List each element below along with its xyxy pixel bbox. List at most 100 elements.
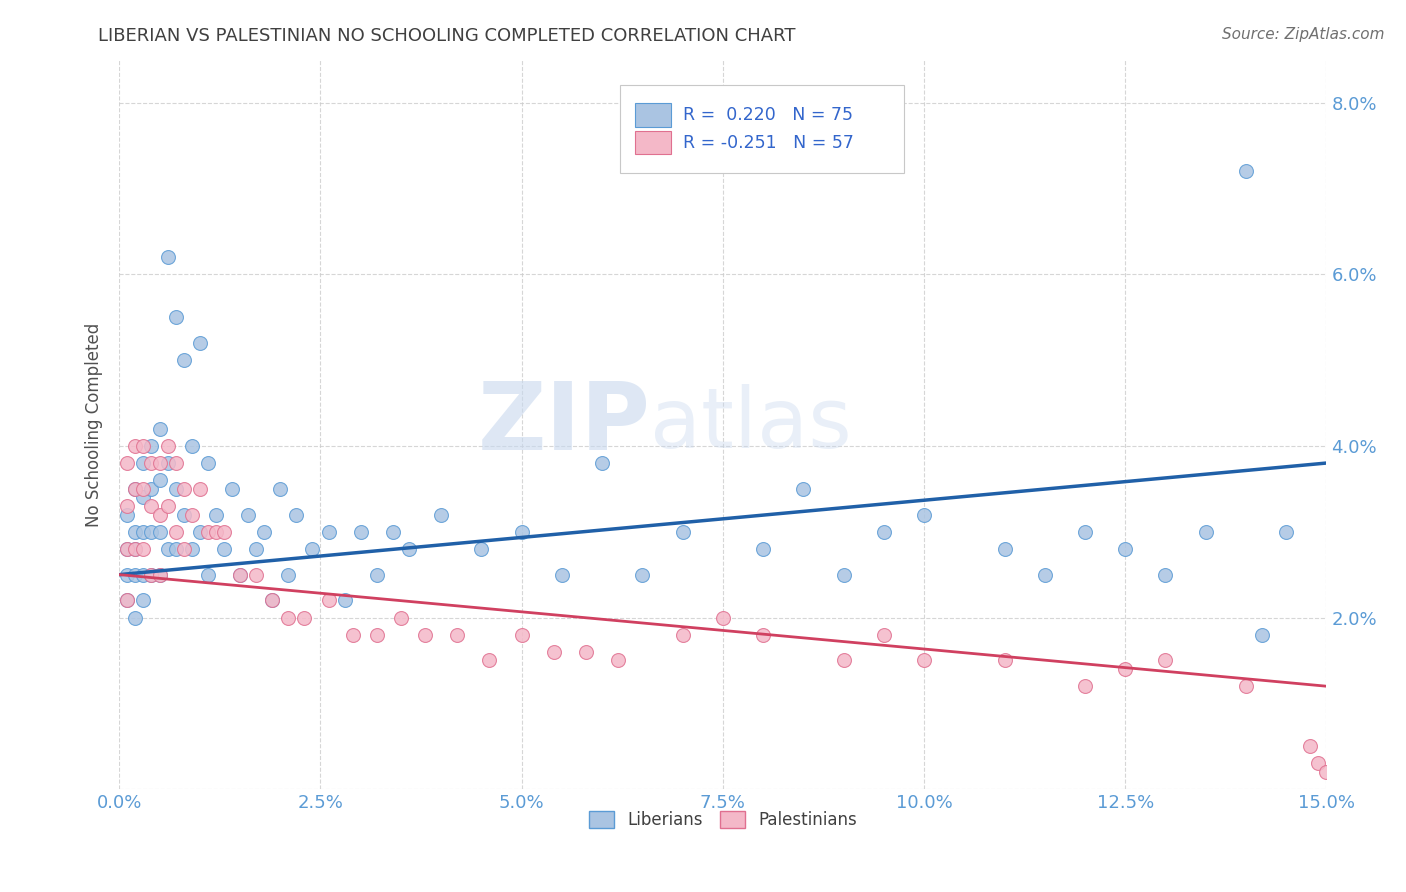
Point xyxy=(1074,524,1097,539)
Point xyxy=(350,524,373,539)
Point xyxy=(197,524,219,539)
Point xyxy=(752,541,775,556)
Point xyxy=(117,499,139,513)
Point xyxy=(132,482,155,496)
Point xyxy=(245,541,267,556)
Point xyxy=(156,541,179,556)
Point xyxy=(117,456,139,470)
Point xyxy=(124,439,146,453)
Point xyxy=(124,524,146,539)
Text: R = -0.251   N = 57: R = -0.251 N = 57 xyxy=(683,134,853,152)
Point xyxy=(212,541,235,556)
Point xyxy=(124,482,146,496)
Point xyxy=(117,541,139,556)
Point xyxy=(132,491,155,505)
Point xyxy=(430,508,453,522)
Point xyxy=(124,482,146,496)
Point xyxy=(262,593,284,607)
Point xyxy=(117,593,139,607)
Point xyxy=(148,473,170,487)
Point xyxy=(873,524,896,539)
Point xyxy=(124,610,146,624)
Point xyxy=(156,439,179,453)
Point xyxy=(197,567,219,582)
Point xyxy=(124,541,146,556)
Point xyxy=(792,482,814,496)
Point xyxy=(180,439,202,453)
Point xyxy=(173,482,195,496)
Point xyxy=(148,508,170,522)
Point xyxy=(631,567,654,582)
Point xyxy=(165,456,187,470)
Text: Source: ZipAtlas.com: Source: ZipAtlas.com xyxy=(1222,27,1385,42)
Point xyxy=(413,628,436,642)
Point xyxy=(446,628,468,642)
Point xyxy=(1154,567,1177,582)
Point xyxy=(1308,756,1330,771)
Point xyxy=(165,310,187,325)
Point xyxy=(148,524,170,539)
Point xyxy=(148,567,170,582)
Text: atlas: atlas xyxy=(651,384,852,465)
Point xyxy=(470,541,492,556)
Point xyxy=(381,524,404,539)
Point xyxy=(165,482,187,496)
Point xyxy=(180,541,202,556)
Point xyxy=(141,456,163,470)
FancyBboxPatch shape xyxy=(620,85,904,173)
Point xyxy=(1275,524,1298,539)
Point xyxy=(607,653,630,667)
Point xyxy=(912,508,935,522)
Point xyxy=(832,653,855,667)
Point xyxy=(269,482,291,496)
Point xyxy=(292,610,315,624)
Point xyxy=(912,653,935,667)
Point xyxy=(510,628,533,642)
Point xyxy=(543,645,565,659)
Text: R =  0.220   N = 75: R = 0.220 N = 75 xyxy=(683,106,853,124)
Point xyxy=(188,482,211,496)
Point xyxy=(132,524,155,539)
FancyBboxPatch shape xyxy=(634,131,671,154)
Point xyxy=(132,541,155,556)
Point xyxy=(165,541,187,556)
Point xyxy=(1195,524,1218,539)
Point xyxy=(318,593,340,607)
Point xyxy=(285,508,308,522)
Point xyxy=(156,499,179,513)
Point xyxy=(173,541,195,556)
Point xyxy=(141,524,163,539)
Point xyxy=(366,567,388,582)
Point xyxy=(124,567,146,582)
Point xyxy=(333,593,356,607)
Text: ZIP: ZIP xyxy=(478,378,651,470)
Point xyxy=(478,653,501,667)
FancyBboxPatch shape xyxy=(634,103,671,127)
Point xyxy=(221,482,243,496)
Point xyxy=(1315,765,1337,780)
Point xyxy=(1154,653,1177,667)
Point xyxy=(591,456,613,470)
Point xyxy=(132,439,155,453)
Point xyxy=(141,567,163,582)
Point xyxy=(173,508,195,522)
Point xyxy=(1033,567,1056,582)
Point xyxy=(180,508,202,522)
Point xyxy=(1074,679,1097,693)
Point xyxy=(156,456,179,470)
Point xyxy=(117,508,139,522)
Point xyxy=(366,628,388,642)
Point xyxy=(132,593,155,607)
Point xyxy=(301,541,323,556)
Point xyxy=(672,524,695,539)
Point xyxy=(832,567,855,582)
Point xyxy=(229,567,252,582)
Point xyxy=(124,541,146,556)
Point xyxy=(236,508,259,522)
Point xyxy=(117,593,139,607)
Text: LIBERIAN VS PALESTINIAN NO SCHOOLING COMPLETED CORRELATION CHART: LIBERIAN VS PALESTINIAN NO SCHOOLING COM… xyxy=(98,27,796,45)
Point xyxy=(245,567,267,582)
Point xyxy=(993,653,1015,667)
Point xyxy=(229,567,252,582)
Point xyxy=(1299,739,1322,754)
